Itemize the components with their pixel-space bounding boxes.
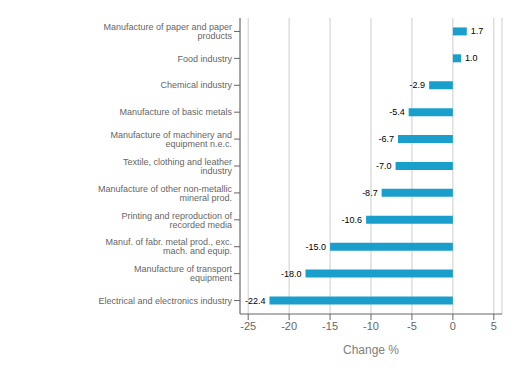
- svg-text:-2.9: -2.9: [410, 80, 426, 90]
- svg-text:Food industry: Food industry: [177, 54, 232, 64]
- svg-text:1.0: 1.0: [465, 53, 478, 63]
- svg-text:Manufacture of other non-metal: Manufacture of other non-metallicmineral…: [98, 184, 233, 203]
- svg-text:-8.7: -8.7: [362, 188, 378, 198]
- svg-text:-15.0: -15.0: [306, 242, 327, 252]
- svg-text:-10.6: -10.6: [342, 215, 363, 225]
- svg-text:-5: -5: [407, 320, 417, 332]
- svg-text:-18.0: -18.0: [281, 269, 302, 279]
- svg-text:Electrical and electronics ind: Electrical and electronics industry: [98, 296, 232, 306]
- svg-text:-22.4: -22.4: [245, 296, 266, 306]
- svg-text:Manufacture of transportequipm: Manufacture of transportequipment: [134, 264, 233, 283]
- svg-text:0: 0: [450, 320, 456, 332]
- svg-text:Manuf. of fabr. metal prod., e: Manuf. of fabr. metal prod., exc.mach. a…: [105, 237, 232, 256]
- svg-text:-15: -15: [322, 320, 338, 332]
- svg-text:1.7: 1.7: [471, 26, 484, 36]
- svg-text:-5.4: -5.4: [389, 107, 405, 117]
- svg-text:Printing and reproduction ofre: Printing and reproduction ofrecorded med…: [121, 211, 232, 230]
- svg-text:-6.7: -6.7: [379, 134, 395, 144]
- svg-text:5: 5: [491, 320, 497, 332]
- svg-text:Manufacture of basic metals: Manufacture of basic metals: [119, 107, 232, 117]
- svg-text:Change %: Change %: [343, 343, 399, 357]
- svg-text:-20: -20: [281, 320, 297, 332]
- svg-text:-25: -25: [240, 320, 256, 332]
- svg-text:-10: -10: [363, 320, 379, 332]
- svg-text:Textile, clothing and leatheri: Textile, clothing and leatherindustry: [123, 157, 233, 176]
- svg-text:-7.0: -7.0: [376, 161, 392, 171]
- svg-text:Chemical industry: Chemical industry: [160, 80, 232, 90]
- svg-text:Manufacture of machinery andeq: Manufacture of machinery andequipment n.…: [110, 130, 232, 149]
- svg-text:Manufacture of paper and paper: Manufacture of paper and paperproducts: [103, 22, 232, 41]
